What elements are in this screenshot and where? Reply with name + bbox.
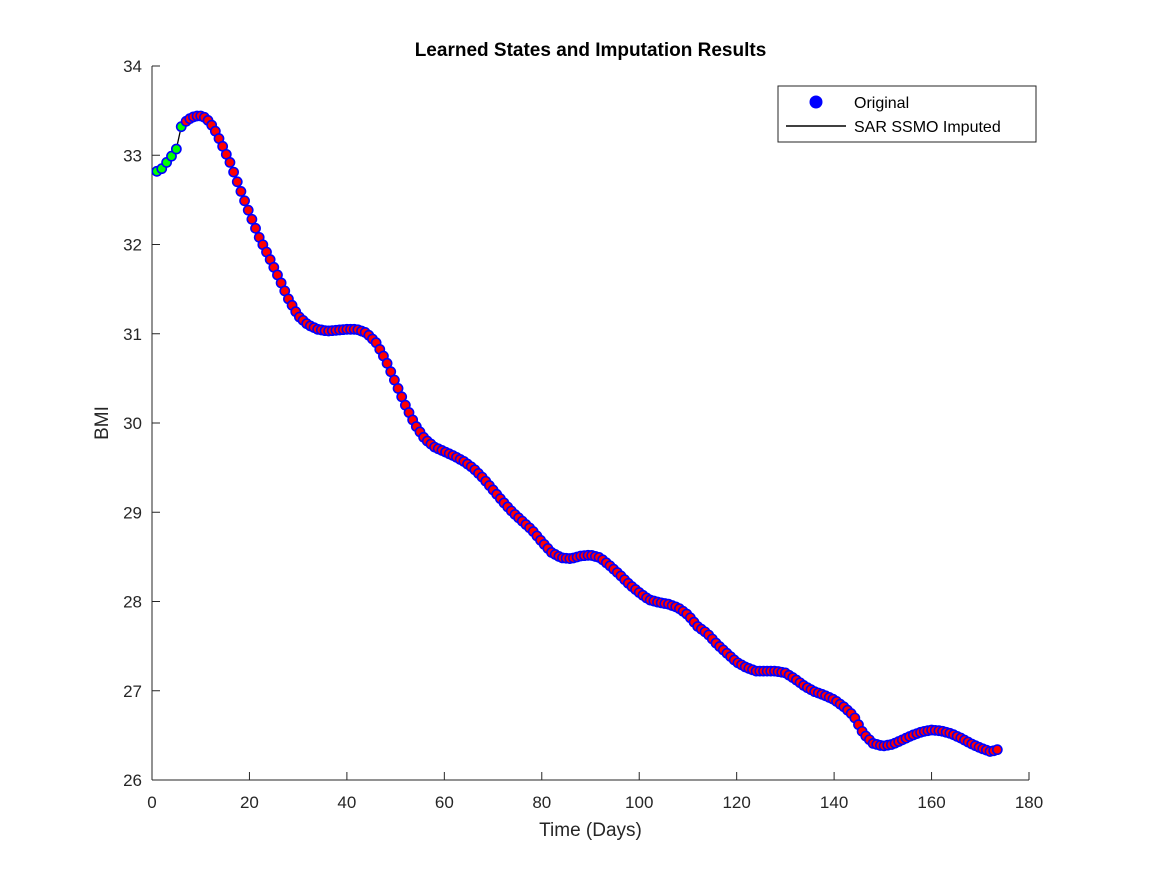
data-point <box>235 185 247 197</box>
y-axis-label: BMI <box>92 406 113 440</box>
data-point <box>250 222 261 234</box>
data-point <box>224 156 236 168</box>
chart-title: Learned States and Imputation Results <box>415 40 767 61</box>
x-tick-label: 120 <box>722 793 750 812</box>
y-tick-label: 31 <box>123 325 142 344</box>
y-tick-label: 34 <box>123 57 142 76</box>
y-tick-label: 32 <box>123 236 142 255</box>
imputed-point <box>170 143 182 155</box>
x-tick-label: 180 <box>1015 793 1043 812</box>
legend-label-original: Original <box>854 95 909 112</box>
data-point <box>228 166 240 178</box>
x-tick-label: 160 <box>917 793 945 812</box>
x-tick-label: 20 <box>240 793 259 812</box>
legend-label-imputed: SAR SSMO Imputed <box>854 119 1001 136</box>
x-tick-label: 100 <box>625 793 653 812</box>
legend-marker-original <box>809 95 823 109</box>
x-tick-label: 60 <box>435 793 454 812</box>
legend: Original SAR SSMO Imputed <box>777 85 1037 143</box>
plot-area <box>152 66 1029 780</box>
y-tick-label: 26 <box>123 771 142 790</box>
y-tick-label: 29 <box>123 503 142 522</box>
y-tick-label: 33 <box>123 146 142 165</box>
x-tick-label: 40 <box>337 793 356 812</box>
points-layer <box>151 110 1003 757</box>
data-point <box>231 176 243 188</box>
imputed-point <box>166 150 177 162</box>
legend-box <box>777 85 1037 143</box>
axes: 0 20 40 60 80 100 120 140 160 180 26 27 28 29 30 31 32 33… <box>123 57 1043 812</box>
y-tick-label: 28 <box>123 593 142 612</box>
data-point <box>991 744 1003 756</box>
x-axis-label: Time (Days) <box>539 820 642 841</box>
y-tick-label: 30 <box>123 414 142 433</box>
data-point <box>246 213 258 225</box>
x-tick-label: 140 <box>820 793 848 812</box>
x-tick-label: 80 <box>532 793 551 812</box>
x-tick-label: 0 <box>147 793 156 812</box>
y-tick-label: 27 <box>123 682 142 701</box>
data-point <box>242 204 254 216</box>
data-point <box>239 195 250 207</box>
